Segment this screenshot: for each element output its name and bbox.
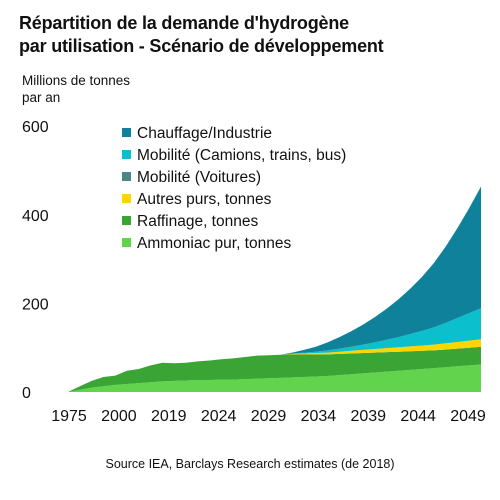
chart-title-line2: par utilisation - Scénario de développem… xyxy=(19,36,384,56)
legend-label: Mobilité (Camions, trains, bus) xyxy=(137,147,346,164)
chart-title: Répartition de la demande d'hydrogène pa… xyxy=(19,12,489,58)
legend: Chauffage/Industrie Mobilité (Camions, tr… xyxy=(122,125,346,252)
legend-label: Mobilité (Voitures) xyxy=(137,169,261,186)
legend-swatch xyxy=(122,128,131,137)
x-axis-ticks: 1975 2000 2019 2024 2029 2034 2039 2044 2049 xyxy=(51,408,486,425)
area-series-group xyxy=(68,186,481,392)
y-axis-label: Millions de tonnes par an xyxy=(22,72,130,106)
y-tick-label: 600 xyxy=(22,119,49,136)
area-series-5 xyxy=(68,186,481,392)
legend-label: Autres purs, tonnes xyxy=(137,191,272,208)
legend-swatch xyxy=(122,238,131,247)
area-series-2 xyxy=(68,339,481,392)
y-axis-ticks: 0 200 400 600 xyxy=(22,119,49,402)
x-tick-label: 2024 xyxy=(201,408,237,425)
legend-swatch xyxy=(122,172,131,181)
chart-title-line1: Répartition de la demande d'hydrogène xyxy=(19,13,349,33)
x-tick-label: 2029 xyxy=(251,408,287,425)
x-tick-label: 2044 xyxy=(400,408,436,425)
legend-swatch xyxy=(122,194,131,203)
x-tick-label: 2034 xyxy=(301,408,337,425)
area-series-1 xyxy=(68,346,481,392)
legend-label: Chauffage/Industrie xyxy=(137,125,272,142)
y-tick-label: 400 xyxy=(22,208,49,225)
legend-swatch xyxy=(122,150,131,159)
y-tick-label: 0 xyxy=(22,385,31,402)
x-tick-label: 1975 xyxy=(51,408,87,425)
y-axis-label-line2: par an xyxy=(22,90,61,105)
legend-label: Raffinage, tonnes xyxy=(137,213,258,230)
x-tick-label: 2049 xyxy=(450,408,486,425)
area-series-0 xyxy=(68,364,481,392)
x-tick-label: 2039 xyxy=(350,408,386,425)
legend-swatch xyxy=(122,216,131,225)
x-tick-label: 2019 xyxy=(151,408,187,425)
source-note: Source IEA, Barclays Research estimates … xyxy=(105,457,395,471)
legend-label: Ammoniac pur, tonnes xyxy=(137,235,291,252)
y-tick-label: 200 xyxy=(22,296,49,313)
y-axis-label-line1: Millions de tonnes xyxy=(22,73,131,88)
x-tick-label: 2000 xyxy=(101,408,137,425)
